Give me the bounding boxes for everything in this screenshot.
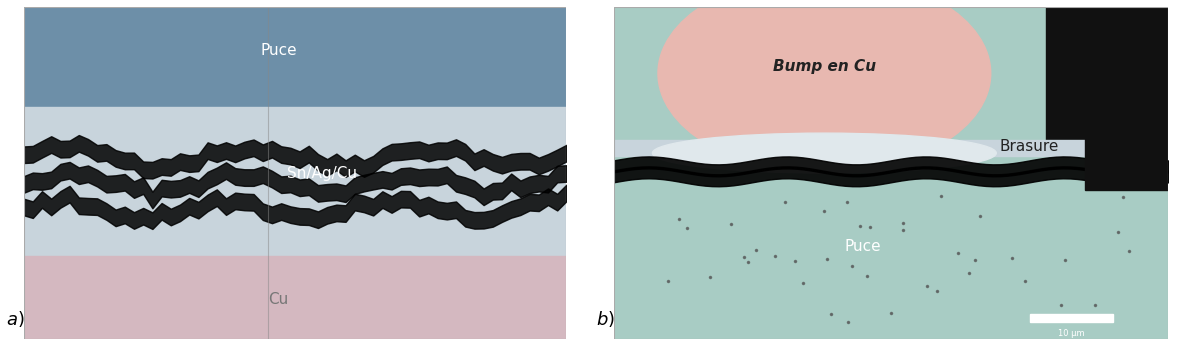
Bar <box>1047 7 1168 140</box>
Ellipse shape <box>658 0 991 173</box>
Bar <box>1030 314 1113 322</box>
Text: Cu: Cu <box>269 292 289 307</box>
Text: Bump en Cu: Bump en Cu <box>773 59 876 74</box>
Bar <box>614 140 1168 156</box>
Ellipse shape <box>653 133 996 173</box>
Text: Puce: Puce <box>845 239 881 254</box>
Text: Puce: Puce <box>261 43 297 57</box>
Text: Brasure: Brasure <box>999 139 1060 154</box>
Bar <box>24 256 566 339</box>
Bar <box>24 107 566 256</box>
Bar <box>24 7 566 107</box>
Text: 10 μm: 10 μm <box>1057 329 1084 338</box>
Bar <box>1086 7 1168 190</box>
Text: Sn/Ag/Cu: Sn/Ag/Cu <box>287 165 358 181</box>
Text: $\it{b)}$: $\it{b)}$ <box>596 309 615 329</box>
Text: $\it{a)}$: $\it{a)}$ <box>6 309 25 329</box>
